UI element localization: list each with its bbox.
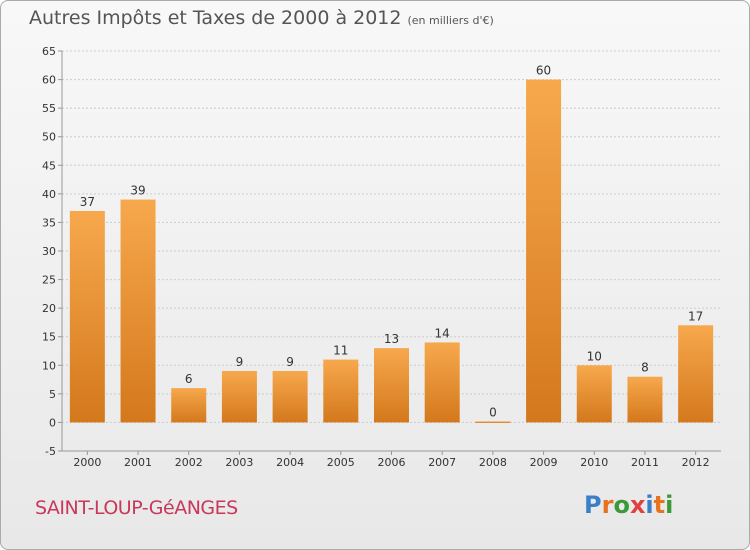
bar-value-label: 37: [80, 195, 95, 209]
bar: [171, 388, 207, 423]
y-tick-label: 55: [42, 102, 56, 115]
bar-value-label: 17: [688, 309, 703, 323]
title-text: Autres Impôts et Taxes de 2000 à 2012: [29, 7, 402, 29]
x-tick-label: 2007: [428, 456, 456, 469]
bar-value-label: 60: [536, 64, 551, 78]
bar: [526, 79, 562, 423]
y-tick-label: 20: [42, 302, 56, 315]
bar-value-label: 0: [489, 405, 497, 419]
bar-value-label: 13: [384, 332, 399, 346]
bar: [678, 325, 714, 423]
y-tick-label: 40: [42, 188, 56, 201]
y-tick-label: -5: [45, 445, 56, 458]
logo-letter: t: [653, 491, 666, 519]
logo-letter: x: [629, 491, 646, 519]
y-tick-label: 45: [42, 159, 56, 172]
x-tick-label: 2000: [73, 456, 101, 469]
chart-subtitle: (en milliers d'€): [407, 14, 494, 27]
bar-value-label: 14: [435, 326, 450, 340]
logo-letter: o: [613, 491, 630, 519]
y-tick-label: 50: [42, 131, 56, 144]
bar: [374, 348, 409, 423]
x-tick-label: 2006: [378, 456, 406, 469]
x-tick-label: 2011: [631, 456, 659, 469]
x-tick-label: 2010: [580, 456, 608, 469]
bar-value-label: 8: [641, 361, 649, 375]
x-tick-label: 2008: [479, 456, 507, 469]
x-axis: 2000 2001 2002 2003 2004 2005 2006 2007 2008 2009…: [62, 450, 721, 469]
y-tick-label: 65: [42, 45, 56, 58]
city-name: SAINT-LOUP-GéANGES: [35, 497, 238, 519]
x-tick-label: 2003: [225, 456, 253, 469]
y-axis: -5 0 5 10 15 20 25 30 35 40 45 50 55 60 65: [42, 45, 63, 458]
y-tick-label: 35: [42, 216, 56, 229]
y-tick-label: 0: [49, 416, 56, 429]
bar-value-label: 11: [333, 344, 348, 358]
bar: [475, 421, 511, 423]
bars: 37 39 6 9 9 11 13 14 0 60 10 8 17: [69, 64, 714, 423]
y-tick-label: 10: [42, 359, 56, 372]
logo-letter: i: [665, 491, 674, 519]
chart-title: Autres Impôts et Taxes de 2000 à 2012 (en…: [29, 7, 494, 29]
bar-value-label: 9: [286, 355, 294, 369]
bar-value-label: 6: [185, 372, 193, 386]
y-tick-label: 5: [49, 388, 56, 401]
x-tick-label: 2004: [276, 456, 304, 469]
y-tick-label: 25: [42, 274, 56, 287]
bar: [576, 365, 612, 423]
proxiti-logo[interactable]: Proxiti: [584, 491, 673, 519]
x-tick-label: 2012: [682, 456, 710, 469]
y-tick-label: 15: [42, 331, 56, 344]
logo-letter: P: [584, 491, 602, 519]
bar-value-label: 39: [130, 184, 145, 198]
y-tick-label: 30: [42, 245, 56, 258]
x-tick-label: 2001: [124, 456, 152, 469]
bar: [69, 211, 105, 423]
bar: [120, 199, 156, 423]
x-tick-label: 2002: [175, 456, 203, 469]
bar: [627, 376, 663, 423]
y-tick-label: 60: [42, 74, 56, 87]
logo-letter: i: [645, 491, 654, 519]
bar: [424, 342, 460, 423]
bar: [323, 359, 359, 423]
x-tick-label: 2009: [530, 456, 558, 469]
bar: [272, 371, 308, 423]
bar-value-label: 10: [587, 349, 602, 363]
x-tick-label: 2005: [327, 456, 355, 469]
bar: [221, 371, 257, 423]
logo-letter: r: [601, 491, 614, 519]
bar-value-label: 9: [236, 355, 244, 369]
